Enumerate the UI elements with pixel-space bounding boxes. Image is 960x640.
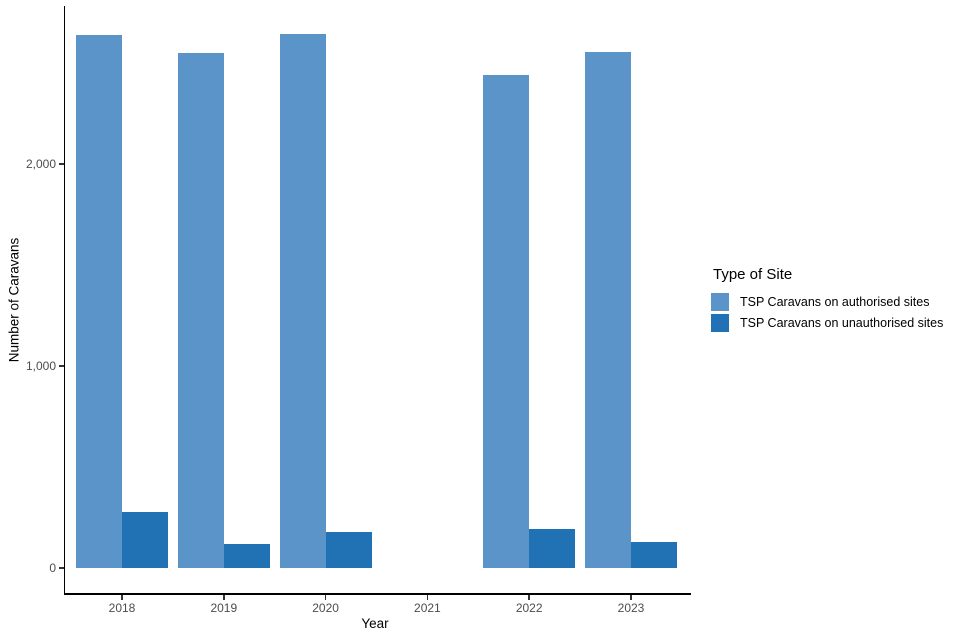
legend-label-authorised: TSP Caravans on authorised sites: [740, 295, 930, 309]
bar-unauthorised-2020: [325, 532, 372, 568]
x-tick-label-2023: 2023: [617, 601, 645, 615]
bar-unauthorised-2022: [529, 529, 576, 568]
legend-swatch-authorised-icon: [711, 293, 729, 311]
y-tick-mark-2,000: [58, 163, 64, 165]
bar-authorised-2019: [177, 52, 224, 568]
x-tick-label-2020: 2020: [312, 601, 339, 615]
x-tick-label-2019: 2019: [210, 601, 238, 615]
bar-unauthorised-2018: [122, 512, 168, 568]
y-axis-title: Number of Caravans: [6, 237, 22, 363]
x-tick-label-2021: 2021: [414, 601, 441, 615]
y-tick-label-2,000: 2,000: [25, 157, 56, 171]
x-tick-mark-2018: [121, 594, 123, 600]
x-tick-label-2022: 2022: [515, 601, 543, 615]
x-tick-mark-2021: [426, 594, 429, 600]
legend: Type of Site TSP Caravans on authorised …: [711, 266, 943, 335]
legend-item-unauthorised: TSP Caravans on unauthorised sites: [711, 314, 943, 332]
x-axis-line: [63, 593, 691, 595]
bar-authorised-2018: [76, 34, 122, 568]
y-tick-mark-1,000: [58, 365, 64, 367]
y-tick-label-0: 0: [49, 561, 56, 575]
legend-title: Type of Site: [713, 266, 793, 283]
legend-label-unauthorised: TSP Caravans on unauthorised sites: [740, 316, 944, 330]
bar-unauthorised-2019: [223, 543, 270, 568]
x-tick-mark-2023: [630, 594, 632, 600]
bar-authorised-2022: [483, 75, 530, 568]
legend-item-authorised: TSP Caravans on authorised sites: [711, 293, 943, 311]
x-axis-title: Year: [361, 616, 389, 631]
y-tick-mark-0: [58, 567, 64, 569]
legend-swatch-unauthorised-icon: [711, 314, 729, 332]
y-tick-label-1,000: 1,000: [25, 359, 56, 373]
x-tick-label-2018: 2018: [108, 601, 136, 615]
bar-authorised-2020: [279, 33, 326, 568]
x-tick-mark-2022: [528, 594, 530, 600]
bar-authorised-2023: [585, 51, 631, 568]
bar-unauthorised-2023: [631, 541, 677, 568]
y-axis-line: [63, 6, 65, 594]
x-tick-mark-2020: [324, 594, 327, 600]
x-tick-mark-2019: [223, 594, 225, 600]
